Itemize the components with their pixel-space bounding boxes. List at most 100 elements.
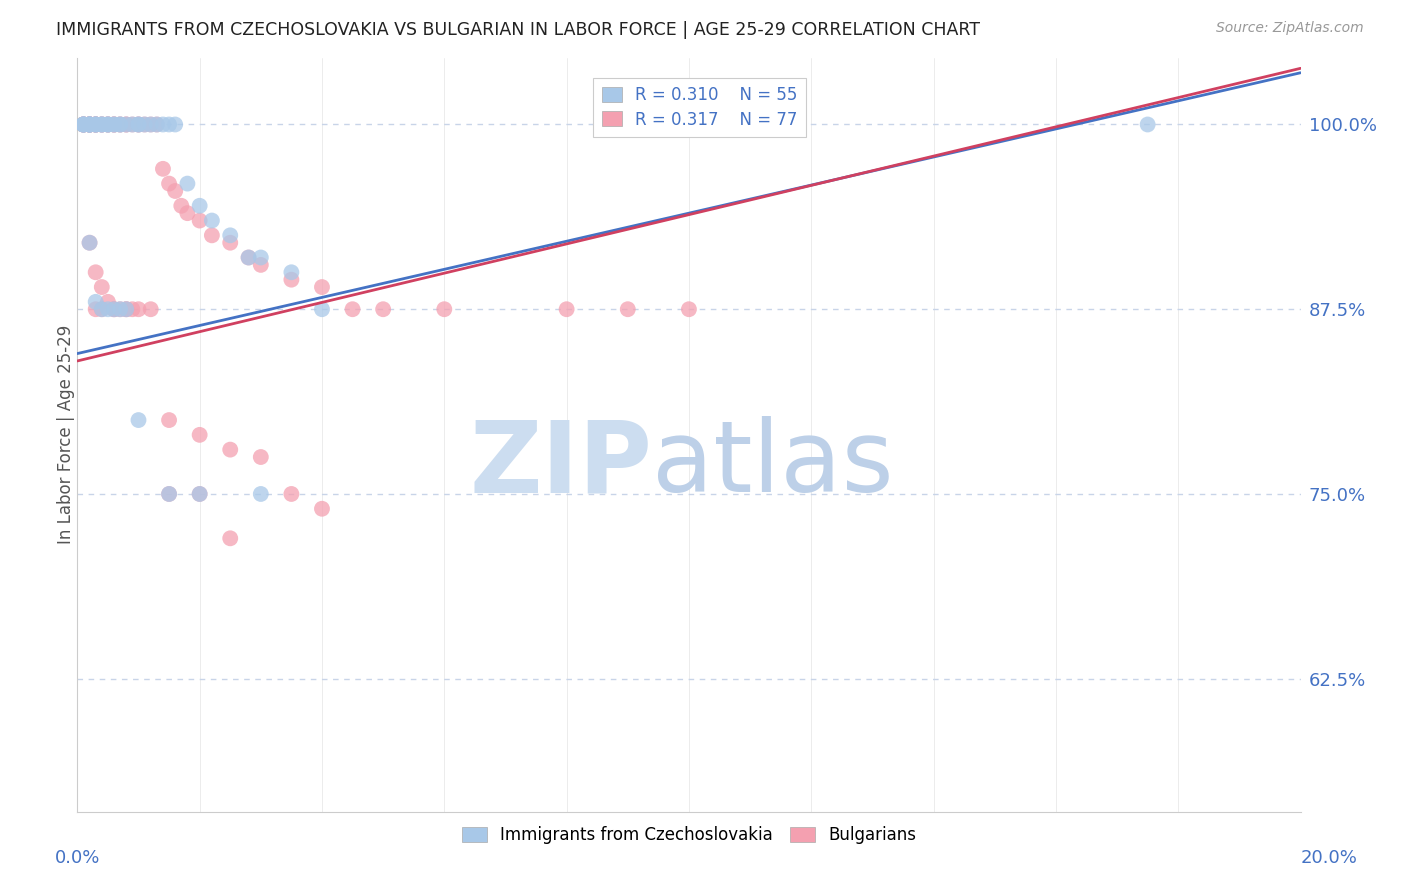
Point bbox=[433, 302, 456, 317]
Point bbox=[79, 235, 101, 250]
Text: Source: ZipAtlas.com: Source: ZipAtlas.com bbox=[1216, 21, 1364, 35]
Point bbox=[678, 302, 700, 317]
Point bbox=[555, 302, 578, 317]
Point bbox=[188, 199, 211, 213]
Point bbox=[84, 302, 107, 317]
Point bbox=[79, 118, 101, 132]
Point bbox=[84, 118, 107, 132]
Point bbox=[146, 118, 169, 132]
Point bbox=[97, 118, 120, 132]
Point bbox=[84, 118, 107, 132]
Point bbox=[97, 118, 120, 132]
Point bbox=[97, 118, 120, 132]
Point bbox=[108, 302, 131, 317]
Point bbox=[139, 118, 162, 132]
Point bbox=[280, 265, 302, 279]
Point bbox=[219, 531, 242, 545]
Point bbox=[188, 213, 211, 227]
Text: IMMIGRANTS FROM CZECHOSLOVAKIA VS BULGARIAN IN LABOR FORCE | AGE 25-29 CORRELATI: IMMIGRANTS FROM CZECHOSLOVAKIA VS BULGAR… bbox=[56, 21, 980, 38]
Point bbox=[90, 118, 112, 132]
Point bbox=[97, 294, 120, 309]
Point bbox=[72, 118, 94, 132]
Point bbox=[250, 258, 273, 272]
Point bbox=[97, 302, 120, 317]
Text: ZIP: ZIP bbox=[470, 417, 652, 514]
Point bbox=[103, 118, 125, 132]
Point bbox=[127, 413, 149, 427]
Point bbox=[311, 302, 333, 317]
Point bbox=[103, 118, 125, 132]
Point bbox=[79, 118, 101, 132]
Point bbox=[157, 118, 180, 132]
Point bbox=[103, 118, 125, 132]
Point bbox=[165, 118, 187, 132]
Point bbox=[115, 302, 138, 317]
Point bbox=[103, 302, 125, 317]
Point bbox=[157, 487, 180, 501]
Point bbox=[152, 161, 174, 176]
Point bbox=[108, 118, 131, 132]
Point bbox=[108, 118, 131, 132]
Point bbox=[97, 118, 120, 132]
Point bbox=[1136, 118, 1159, 132]
Point bbox=[127, 118, 149, 132]
Point bbox=[84, 118, 107, 132]
Point bbox=[97, 118, 120, 132]
Point bbox=[72, 118, 94, 132]
Point bbox=[97, 118, 120, 132]
Point bbox=[79, 118, 101, 132]
Point bbox=[115, 118, 138, 132]
Point bbox=[139, 118, 162, 132]
Point bbox=[250, 251, 273, 265]
Point bbox=[250, 450, 273, 464]
Point bbox=[72, 118, 94, 132]
Point bbox=[79, 118, 101, 132]
Point bbox=[121, 302, 143, 317]
Point bbox=[79, 118, 101, 132]
Point bbox=[188, 487, 211, 501]
Point bbox=[146, 118, 169, 132]
Point bbox=[79, 118, 101, 132]
Point bbox=[170, 199, 193, 213]
Point bbox=[201, 213, 224, 227]
Point bbox=[90, 118, 112, 132]
Point bbox=[188, 487, 211, 501]
Point bbox=[157, 487, 180, 501]
Point bbox=[103, 118, 125, 132]
Point bbox=[108, 118, 131, 132]
Point bbox=[103, 118, 125, 132]
Point bbox=[84, 265, 107, 279]
Point bbox=[115, 302, 138, 317]
Point bbox=[280, 487, 302, 501]
Point bbox=[617, 302, 640, 317]
Point bbox=[188, 427, 211, 442]
Point bbox=[72, 118, 94, 132]
Point bbox=[238, 251, 260, 265]
Point bbox=[90, 118, 112, 132]
Point bbox=[72, 118, 94, 132]
Point bbox=[121, 118, 143, 132]
Point bbox=[79, 235, 101, 250]
Point bbox=[342, 302, 364, 317]
Point bbox=[115, 118, 138, 132]
Point bbox=[72, 118, 94, 132]
Point bbox=[219, 235, 242, 250]
Point bbox=[238, 251, 260, 265]
Point bbox=[127, 302, 149, 317]
Point bbox=[84, 294, 107, 309]
Point bbox=[311, 280, 333, 294]
Point bbox=[311, 501, 333, 516]
Point bbox=[90, 118, 112, 132]
Point bbox=[90, 280, 112, 294]
Point bbox=[127, 118, 149, 132]
Point bbox=[79, 118, 101, 132]
Point bbox=[84, 118, 107, 132]
Point bbox=[72, 118, 94, 132]
Point bbox=[152, 118, 174, 132]
Point bbox=[84, 118, 107, 132]
Point bbox=[134, 118, 156, 132]
Point bbox=[79, 118, 101, 132]
Point bbox=[79, 118, 101, 132]
Point bbox=[72, 118, 94, 132]
Point bbox=[139, 302, 162, 317]
